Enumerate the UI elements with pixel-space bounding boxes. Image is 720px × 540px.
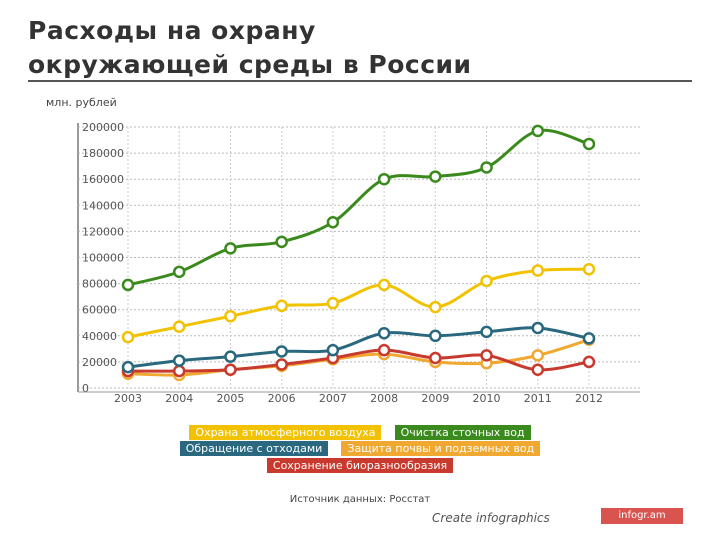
data-point [121, 278, 135, 292]
y-tick-label: 180000 [82, 147, 124, 160]
series-line [127, 267, 590, 339]
data-point [326, 343, 340, 357]
data-point [480, 274, 493, 288]
legend-item-soil[interactable]: Защита почвы и подземных вод [341, 441, 541, 456]
y-tick-label: 20000 [82, 356, 117, 369]
series-line [127, 338, 590, 377]
legend-item-wastewater[interactable]: Очистка сточных вод [394, 425, 531, 440]
data-point [326, 216, 340, 229]
y-tick-label: 160000 [82, 173, 124, 186]
data-point [531, 363, 545, 376]
data-point [531, 321, 545, 335]
title-line-2: окружающей среды в России [28, 50, 472, 79]
data-point [275, 358, 288, 371]
data-point [582, 262, 596, 276]
data-point [531, 124, 545, 138]
data-point [121, 360, 135, 374]
brand-text[interactable]: Create infographics [432, 511, 550, 525]
data-point [531, 264, 545, 277]
y-axis-label: млн. рублей [46, 96, 117, 109]
legend-item-biodiversity[interactable]: Сохранение биоразнообразия [266, 458, 454, 473]
legend-row-2: Обращение с отходами Защита почвы и подз… [0, 437, 720, 456]
data-point [121, 330, 135, 344]
data-point [429, 300, 442, 314]
data-point [326, 296, 340, 310]
data-point [480, 325, 493, 339]
data-point [582, 332, 596, 345]
data-point [582, 355, 596, 369]
data-point [172, 354, 186, 367]
data-point [429, 170, 442, 183]
data-point [377, 172, 391, 186]
chart-title: Расходы на охрану окружающей среды в Рос… [28, 14, 708, 82]
y-tick-label: 140000 [82, 199, 124, 212]
legend-item-waste[interactable]: Обращение с отходами [179, 441, 329, 456]
x-tick-label: 2010 [473, 392, 501, 405]
y-tick-label: 120000 [82, 225, 124, 238]
data-point [224, 363, 237, 376]
legend-row-1: Охрана атмосферного воздуха Очистка сточ… [0, 421, 720, 440]
data-point [275, 345, 288, 358]
y-tick-label: 100000 [82, 252, 124, 265]
series-line [127, 326, 590, 369]
data-point [172, 364, 186, 378]
data-point [480, 349, 493, 362]
legend-row-3: Сохранение биоразнообразия [0, 454, 720, 473]
data-point [429, 351, 442, 365]
series-line [127, 128, 590, 287]
title-line-1: Расходы на охрану [28, 16, 316, 45]
x-tick-label: 2004 [165, 392, 193, 405]
data-point [172, 320, 186, 333]
x-tick-label: 2009 [421, 392, 449, 405]
title-divider [28, 80, 692, 82]
y-tick-label: 0 [82, 382, 89, 395]
data-point [224, 350, 237, 363]
brand-badge[interactable]: infogr.am [601, 508, 683, 524]
data-point [224, 309, 237, 323]
x-tick-label: 2007 [319, 392, 347, 405]
series-line [127, 348, 590, 373]
data-point [480, 161, 493, 174]
x-tick-label: 2003 [114, 392, 142, 405]
y-tick-label: 200000 [82, 121, 124, 134]
data-point [377, 326, 391, 340]
y-tick-label: 40000 [82, 330, 117, 343]
data-point [172, 265, 186, 279]
x-tick-label: 2008 [370, 392, 398, 405]
x-tick-label: 2012 [575, 392, 603, 405]
data-point [377, 278, 391, 292]
source-note: Источник данных: Росстат [289, 494, 431, 505]
legend-item-air[interactable]: Охрана атмосферного воздуха [189, 425, 382, 440]
data-point [224, 242, 237, 255]
data-point [275, 235, 288, 249]
x-tick-label: 2005 [216, 392, 244, 405]
data-point [531, 349, 545, 362]
x-tick-label: 2006 [268, 392, 296, 405]
x-tick-label: 2011 [524, 392, 552, 405]
data-point [429, 329, 442, 343]
y-tick-label: 60000 [82, 304, 117, 317]
data-point [275, 299, 288, 313]
data-point [377, 343, 391, 357]
data-point [582, 137, 596, 151]
y-tick-label: 80000 [82, 278, 117, 291]
